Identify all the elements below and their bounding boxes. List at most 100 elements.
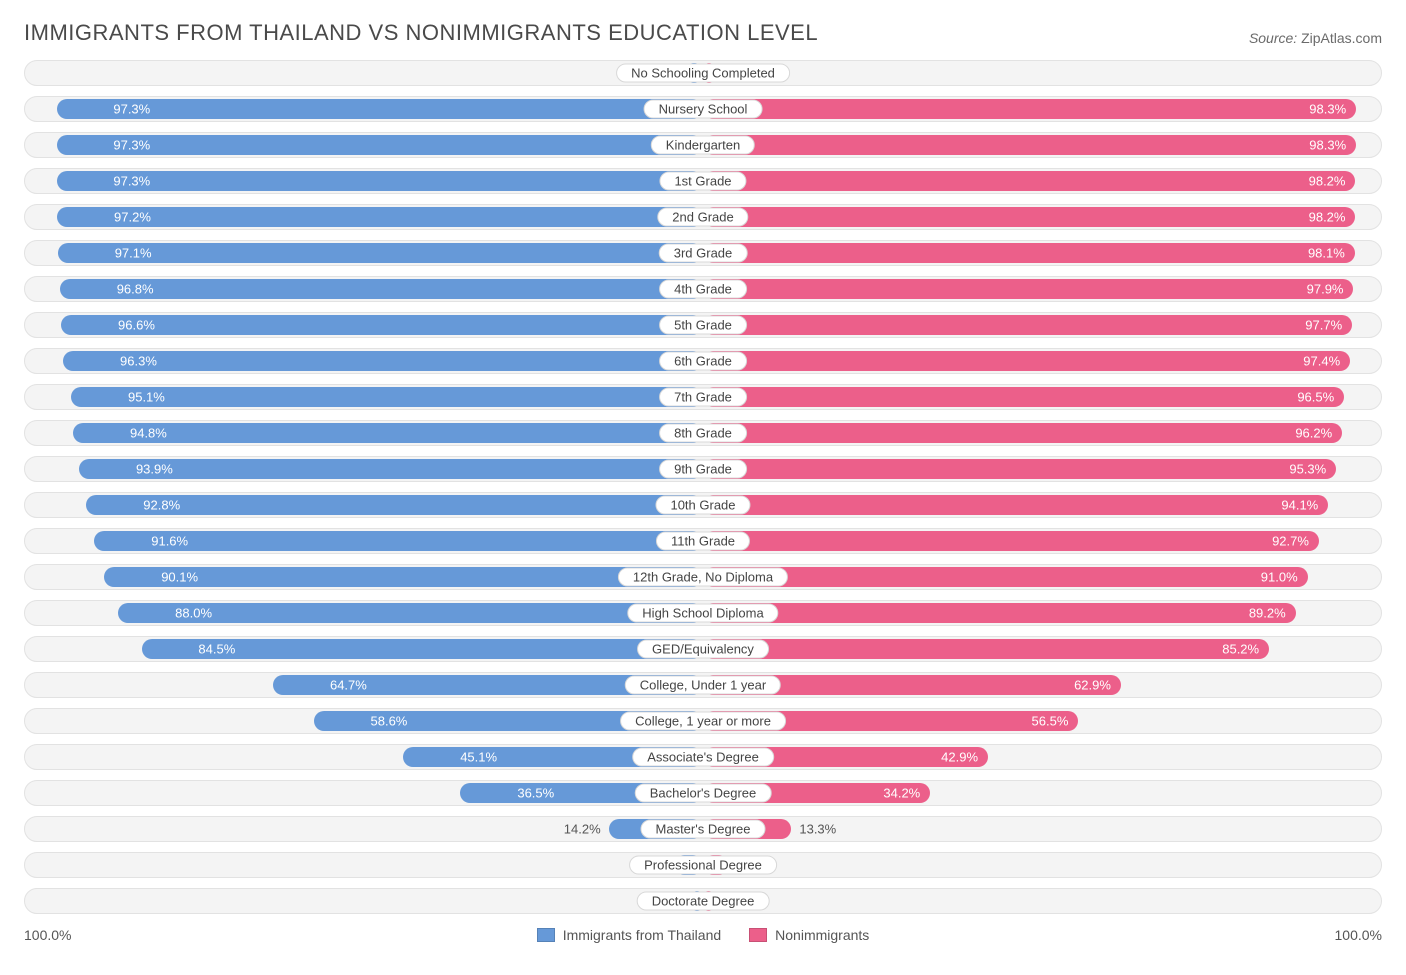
pct-left: 96.8%	[107, 282, 154, 297]
pct-right: 98.3%	[1309, 138, 1356, 153]
pct-left: 97.3%	[103, 138, 150, 153]
category-label: Nursery School	[644, 100, 763, 119]
chart-row: 92.8% 94.1% 10th Grade	[24, 492, 1382, 518]
category-label: 6th Grade	[659, 352, 747, 371]
category-label: GED/Equivalency	[637, 640, 769, 659]
chart-row: 91.6%92.7%11th Grade	[24, 528, 1382, 554]
axis-max-left: 100.0%	[24, 927, 71, 943]
category-label: 1st Grade	[659, 172, 746, 191]
chart-row: 95.1%96.5%7th Grade	[24, 384, 1382, 410]
pct-right: 42.9%	[941, 750, 988, 765]
bar-left	[73, 423, 703, 443]
pct-right: 96.2%	[1295, 426, 1342, 441]
category-label: 8th Grade	[659, 424, 747, 443]
pct-left: 94.8%	[120, 426, 167, 441]
chart-header: IMMIGRANTS FROM THAILAND VS NONIMMIGRANT…	[24, 20, 1382, 46]
chart-row: 90.1% 91.0% 12th Grade, No Diploma	[24, 564, 1382, 590]
pct-right: 94.1%	[1281, 498, 1328, 513]
pct-left: 93.9%	[126, 462, 173, 477]
chart-legend: 100.0% Immigrants from Thailand Nonimmig…	[24, 924, 1382, 946]
bar-left	[63, 351, 703, 371]
bar-right	[703, 423, 1342, 443]
chart-row: 84.5%85.2%GED/Equivalency	[24, 636, 1382, 662]
chart-row: 14.2%13.3%Master's Degree	[24, 816, 1382, 842]
bar-left	[61, 315, 703, 335]
pct-right: 89.2%	[1249, 606, 1296, 621]
category-label: Kindergarten	[651, 136, 755, 155]
bar-left	[58, 243, 703, 263]
pct-left: 97.3%	[103, 102, 150, 117]
legend-swatch-right	[749, 928, 767, 942]
bar-right	[703, 603, 1296, 623]
category-label: College, Under 1 year	[625, 676, 781, 695]
pct-right: 97.7%	[1305, 318, 1352, 333]
pct-left: 95.1%	[118, 390, 165, 405]
pct-left: 64.7%	[320, 678, 367, 693]
legend-label-right: Nonimmigrants	[775, 927, 869, 943]
pct-right: 98.2%	[1309, 210, 1356, 225]
pct-left: 96.3%	[110, 354, 157, 369]
chart-row: 93.9% 95.3% 9th Grade	[24, 456, 1382, 482]
pct-right: 56.5%	[1032, 714, 1079, 729]
bar-left	[71, 387, 703, 407]
category-label: 9th Grade	[659, 460, 747, 479]
category-label: 2nd Grade	[657, 208, 748, 227]
chart-row: 97.1% 98.1% 3rd Grade	[24, 240, 1382, 266]
category-label: Bachelor's Degree	[635, 784, 772, 803]
chart-row: 36.5%34.2%Bachelor's Degree	[24, 780, 1382, 806]
bar-left	[60, 279, 703, 299]
source-label: Source:	[1249, 30, 1297, 46]
pct-right: 98.1%	[1308, 246, 1355, 261]
pct-right: 91.0%	[1261, 570, 1308, 585]
chart-row: 96.3% 97.4% 6th Grade	[24, 348, 1382, 374]
category-label: 10th Grade	[655, 496, 750, 515]
pct-right: 92.7%	[1272, 534, 1319, 549]
category-label: College, 1 year or more	[620, 712, 786, 731]
bar-left	[57, 99, 704, 119]
bar-right	[703, 279, 1353, 299]
bar-right	[703, 171, 1355, 191]
pct-right: 97.4%	[1303, 354, 1350, 369]
category-label: 3rd Grade	[659, 244, 748, 263]
category-label: Professional Degree	[629, 856, 777, 875]
pct-left: 88.0%	[165, 606, 212, 621]
bar-left	[57, 171, 704, 191]
axis-max-right: 100.0%	[1335, 927, 1382, 943]
chart-row: 45.1%42.9%Associate's Degree	[24, 744, 1382, 770]
bar-left	[57, 207, 703, 227]
pct-right: 96.5%	[1297, 390, 1344, 405]
pct-left: 96.6%	[108, 318, 155, 333]
bar-right	[703, 315, 1352, 335]
chart-title: IMMIGRANTS FROM THAILAND VS NONIMMIGRANT…	[24, 20, 818, 46]
chart-row: 58.6% 56.5% College, 1 year or more	[24, 708, 1382, 734]
category-label: 12th Grade, No Diploma	[618, 568, 788, 587]
category-label: 5th Grade	[659, 316, 747, 335]
pct-right: 95.3%	[1289, 462, 1336, 477]
pct-right: 85.2%	[1222, 642, 1269, 657]
bar-right	[703, 495, 1328, 515]
legend-swatch-left	[537, 928, 555, 942]
category-label: Associate's Degree	[632, 748, 774, 767]
category-label: High School Diploma	[627, 604, 778, 623]
pct-left: 92.8%	[133, 498, 180, 513]
pct-right: 97.9%	[1307, 282, 1354, 297]
chart-row: 96.8% 97.9% 4th Grade	[24, 276, 1382, 302]
pct-left: 97.2%	[104, 210, 151, 225]
pct-left: 58.6%	[361, 714, 408, 729]
chart-row: 94.8% 96.2% 8th Grade	[24, 420, 1382, 446]
chart-row: 97.3% 98.3% Kindergarten	[24, 132, 1382, 158]
bar-right	[703, 639, 1269, 659]
bar-left	[57, 135, 704, 155]
chart-row: 88.0% 89.2% High School Diploma	[24, 600, 1382, 626]
category-label: 4th Grade	[659, 280, 747, 299]
pct-left: 97.3%	[103, 174, 150, 189]
source-value: ZipAtlas.com	[1301, 30, 1382, 46]
chart-row: 97.3%98.2%1st Grade	[24, 168, 1382, 194]
category-label: 11th Grade	[656, 532, 750, 551]
chart-row: 4.3%3.9%Professional Degree	[24, 852, 1382, 878]
bar-right	[703, 99, 1356, 119]
bar-right	[703, 243, 1355, 263]
pct-left: 14.2%	[564, 822, 609, 837]
pct-left: 97.1%	[105, 246, 152, 261]
pct-left: 90.1%	[151, 570, 198, 585]
